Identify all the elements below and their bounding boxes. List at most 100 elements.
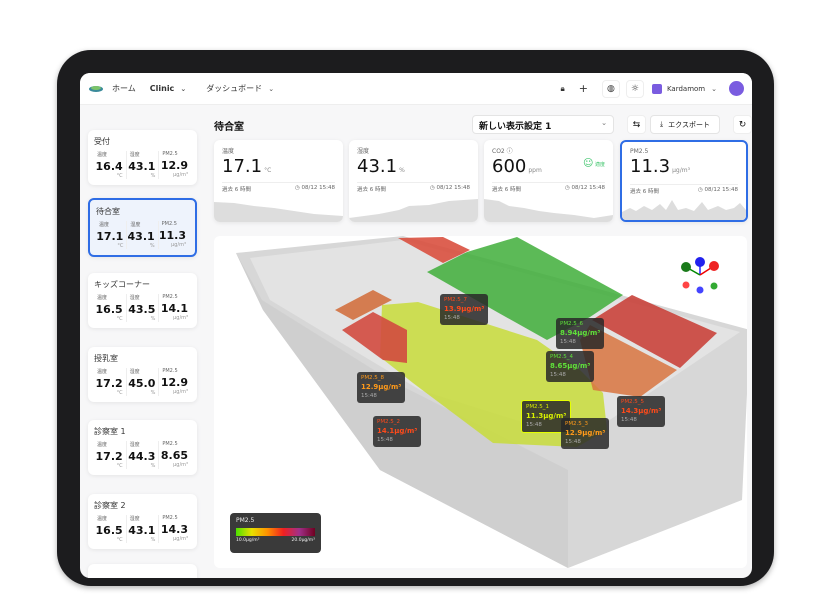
metric-unit: μg/m³ — [173, 389, 189, 395]
legend-min: 10.0μg/m³ — [236, 538, 260, 543]
plus-icon[interactable]: + — [578, 82, 588, 95]
avatar[interactable] — [729, 81, 744, 96]
metric-value: 11.3 — [158, 229, 186, 242]
zone-green — [427, 237, 623, 340]
metric-value: 43.1 — [128, 160, 156, 173]
room-name: 診察室 2 — [94, 501, 126, 510]
metric-unit: °C — [116, 463, 123, 469]
temperature-card[interactable]: 温度 17.1 °C 過去 6 時間 ◷ 08/12 15:48 — [214, 140, 343, 222]
metric-unit: % — [150, 173, 156, 179]
metric-label: 温度 — [97, 442, 108, 448]
metric-value: 14.3 — [160, 523, 189, 536]
dashboard-select[interactable]: ダッシュボード ⌄ — [206, 83, 274, 94]
room-name: 待合室 — [96, 207, 120, 216]
room-card[interactable]: キッズコーナー 温度 16.5 °C 湿度 43.5% PM2.5 14.1 μg/m³ — [88, 273, 197, 328]
sensor-id: PM2.5_8 — [361, 375, 385, 381]
metric-value: 12.9 — [160, 159, 189, 172]
pm25-card[interactable]: PM2.5 11.3 μg/m³ 過去 6 時間 ◷ 08/12 15:48 — [620, 140, 748, 222]
sensor-id: PM2.5_7 — [444, 297, 468, 303]
floor-map-3d[interactable]: PM2.5_7 13.9μg/m³ 15:48 PM2.5_6 8.94μg/m³ 15:… — [214, 236, 747, 568]
metric-value: 16.5 — [95, 303, 123, 316]
sensor-tag[interactable]: PM2.5_3 12.9μg/m³ 15:48 — [561, 418, 610, 449]
sensor-tag[interactable]: PM2.5_6 8.94μg/m³ 15:48 — [556, 318, 605, 349]
room-card[interactable]: 診察室 1 温度 17.2 °C 湿度 44.3% PM2.5 8.65 μg/m³ — [88, 420, 197, 475]
room-card[interactable]: 受付 温度 16.4 °C 湿度 43.1% PM2.5 12.9 μg/m³ — [88, 130, 197, 185]
range-label: 過去 6 時間 — [630, 189, 659, 195]
sun-icon[interactable]: ☼ — [625, 79, 644, 98]
room-name: 授乳室 — [94, 354, 118, 363]
metric-unit: μg/m³ — [173, 172, 189, 178]
room-card[interactable]: 診察室 2 温度 16.5 °C 湿度 43.1% PM2.5 14.3 μg/m³ — [88, 494, 197, 549]
sensor-time: 15:48 — [377, 437, 393, 443]
metric-unit: °C — [117, 243, 124, 249]
metric-label: 温度 — [99, 222, 110, 228]
sensor-value: 13.9μg/m³ — [444, 305, 485, 313]
sensor-value: 11.3μg/m³ — [526, 412, 567, 420]
metric-value: 8.65 — [160, 449, 189, 462]
sensor-time: 15:48 — [550, 372, 566, 378]
metric-label: PM2.5 — [162, 515, 178, 521]
sensor-tag[interactable]: PM2.5_4 8.65μg/m³ 15:48 — [546, 351, 595, 382]
room-card[interactable]: 授乳室 温度 17.2 °C 湿度 45.0% PM2.5 12.9 μg/m³ — [88, 347, 197, 402]
humidity-card[interactable]: 湿度 43.1% 過去 6 時間 ◷ 08/12 15:48 — [349, 140, 478, 222]
metric-label: 温度 — [222, 148, 235, 155]
metric-label: PM2.5 — [162, 151, 178, 157]
metric-label: 湿度 — [130, 222, 141, 228]
timestamp: ◷ 08/12 15:48 — [564, 185, 605, 191]
sensor-id: PM2.5_3 — [565, 421, 589, 427]
refresh-button[interactable]: ↻ — [733, 115, 752, 134]
metric-unit: % — [150, 537, 156, 543]
metric-unit: μg/m³ — [173, 462, 189, 468]
timestamp: ◷ 08/12 15:48 — [429, 185, 470, 191]
pm25-legend: PM2.5 10.0μg/m³ 20.0μg/m³ — [230, 513, 321, 553]
metric-label: PM2.5 — [161, 221, 177, 227]
chevron-down-icon: ⌄ — [601, 119, 607, 127]
view-settings-select[interactable]: 新しい表示設定 1 ⌄ — [472, 115, 614, 134]
globe-icon[interactable]: ◍ — [601, 79, 620, 98]
timestamp: ◷ 08/12 15:48 — [697, 187, 738, 193]
sensor-id: PM2.5_1 — [526, 404, 550, 410]
zone-red-left — [342, 312, 407, 363]
room-card[interactable]: 待合室 温度 17.1 °C 湿度 43.1% PM2.5 11.3 μg/m³ — [88, 198, 197, 257]
metric-unit: ppm — [528, 167, 542, 174]
status-badge: ☺ 適度 — [582, 158, 605, 169]
logo-icon — [88, 84, 104, 94]
metric-unit: μg/m³ — [171, 242, 186, 248]
co2-card[interactable]: CO2 ⓘ 600 ppm ☺ 適度 過去 6 時間 ◷ 08/12 15:48 — [484, 140, 613, 222]
metric-label: 湿度 — [129, 369, 140, 375]
metric-label: 温度 — [97, 152, 108, 158]
legend-max: 20.0μg/m³ — [291, 538, 315, 543]
nav-home[interactable]: ホーム — [112, 84, 136, 93]
sensor-time: 15:48 — [526, 422, 542, 428]
metric-unit: °C — [116, 316, 123, 322]
metric-value: 16.4 — [95, 160, 123, 173]
metric-label: CO2 — [492, 148, 505, 155]
lock-icon[interactable]: 🔒︎ — [560, 83, 565, 93]
sensor-tag[interactable]: PM2.5_5 14.3μg/m³ 15:48 — [617, 396, 666, 427]
org-select[interactable]: Clinic ⌄ — [150, 84, 186, 93]
sparkline — [484, 199, 613, 222]
sensor-id: PM2.5_4 — [550, 354, 574, 360]
floor-plan[interactable] — [214, 236, 747, 568]
zone-red-top — [398, 237, 470, 263]
sensor-tag[interactable]: PM2.5_2 14.1μg/m³ 15:48 — [373, 416, 422, 447]
export-button[interactable]: ⤓ エクスポート — [650, 115, 720, 134]
user-menu[interactable]: Kardamom ⌄ — [651, 83, 717, 94]
room-card[interactable] — [88, 564, 197, 578]
range-label: 過去 6 時間 — [357, 187, 386, 193]
sensor-tag[interactable]: PM2.5_8 12.9μg/m³ 15:48 — [357, 372, 406, 403]
metric-value: 11.3 — [630, 156, 671, 177]
smile-icon: ☺ — [582, 158, 594, 169]
sensor-tag[interactable]: PM2.5_7 13.9μg/m³ 15:48 — [440, 294, 489, 325]
room-name: 受付 — [94, 137, 110, 146]
info-icon[interactable]: ⓘ — [506, 148, 513, 155]
sparkline — [214, 202, 343, 222]
org-label: Clinic — [149, 84, 175, 93]
filter-settings-button[interactable]: ⇆ — [627, 115, 646, 134]
metric-value: 17.1 — [222, 156, 263, 177]
metric-label: PM2.5 — [162, 441, 178, 447]
timestamp: ◷ 08/12 15:48 — [294, 185, 335, 191]
chevron-down-icon: ⌄ — [711, 84, 717, 93]
metric-label: 湿度 — [357, 148, 370, 155]
metric-unit: °C — [264, 167, 272, 174]
